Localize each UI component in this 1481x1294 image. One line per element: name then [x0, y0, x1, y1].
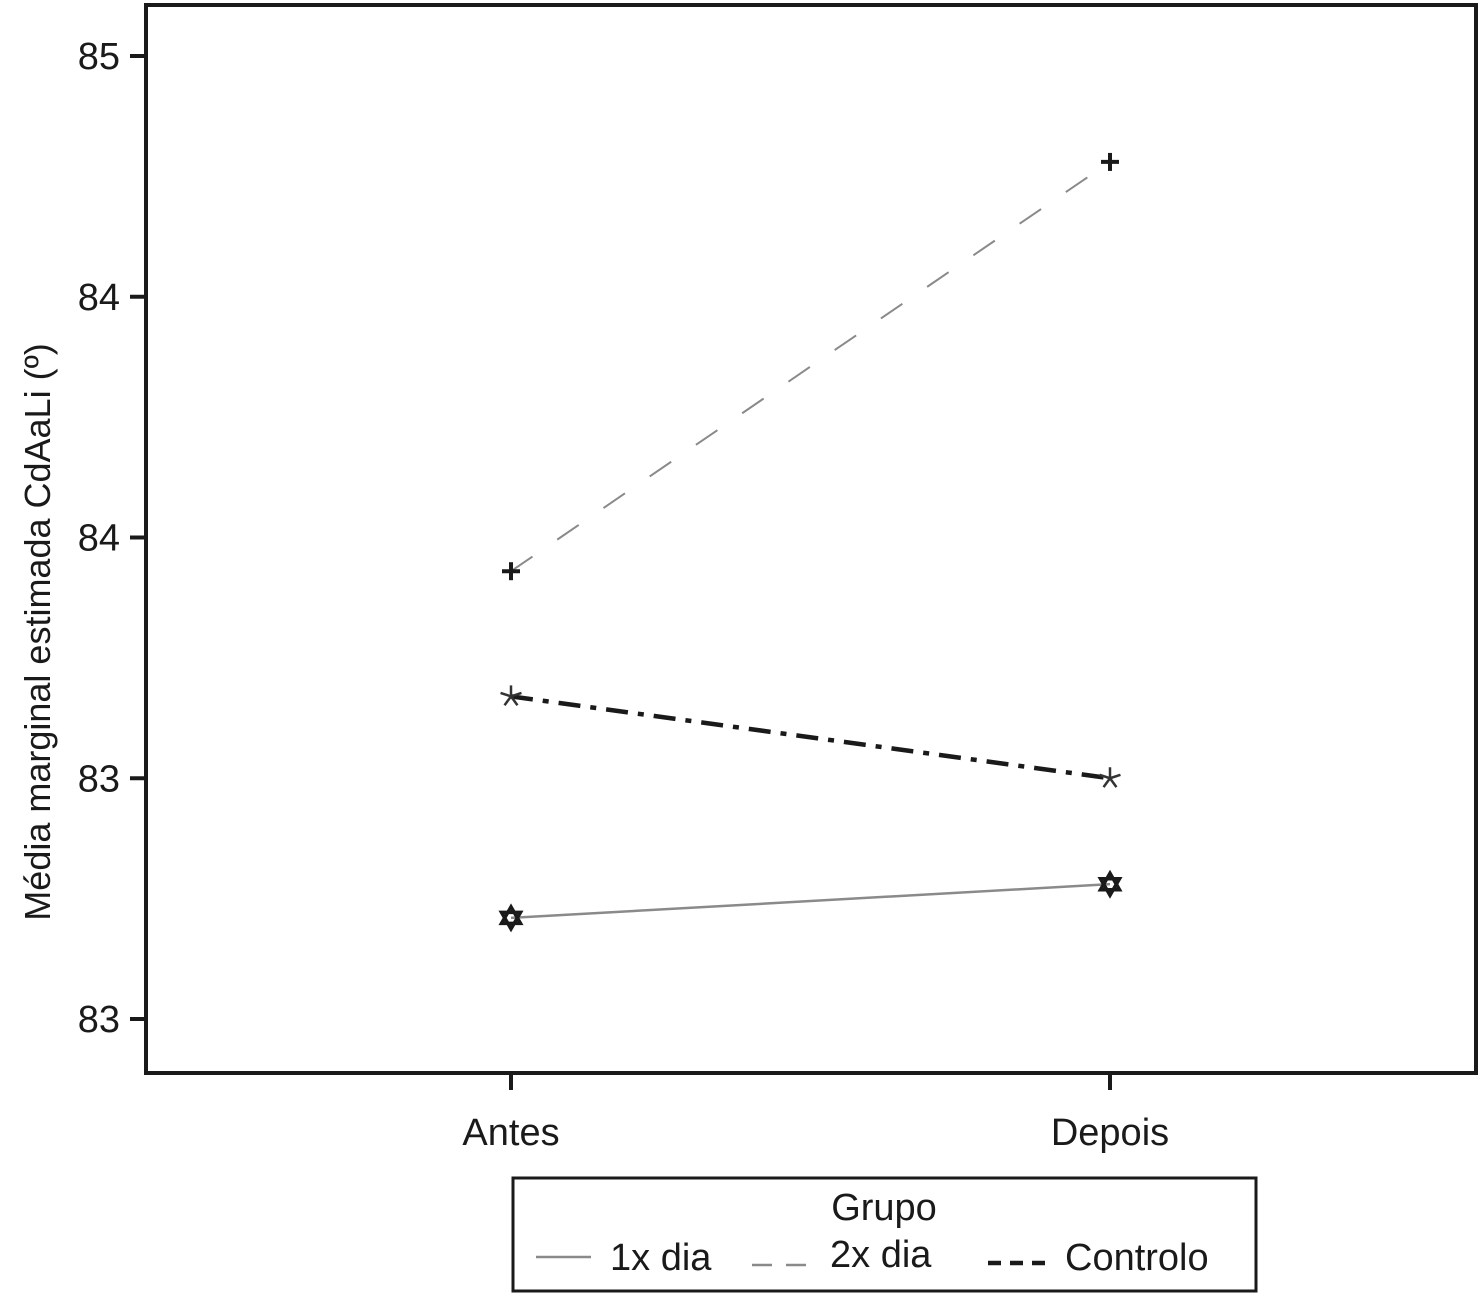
- series-2x-dia: [502, 152, 1119, 581]
- legend-frame: [511, 1176, 1258, 1293]
- y-tick-label: 84: [78, 518, 120, 560]
- y-tick-label: 84: [78, 277, 120, 319]
- x-axis: Antes Depois: [462, 1073, 1169, 1154]
- series-controlo: [500, 685, 1121, 788]
- legend: Grupo 1x dia 2x dia Controlo: [511, 1176, 1258, 1293]
- legend-title: Grupo: [831, 1187, 937, 1229]
- series-layer: [498, 152, 1123, 933]
- legend-label-2x-dia: 2x dia: [830, 1234, 932, 1276]
- data-point-controlo: [1099, 767, 1121, 788]
- series-line-1x-dia: [510, 882, 1111, 920]
- data-point-1x-dia: [498, 903, 524, 933]
- x-tick-label: Depois: [1051, 1112, 1169, 1154]
- y-tick-label: 83: [78, 758, 120, 800]
- series-line-controlo: [510, 694, 1111, 781]
- y-tick-label: 83: [78, 999, 120, 1041]
- x-tick-label: Antes: [462, 1112, 559, 1154]
- y-axis: 83 83 84 84 85: [78, 36, 146, 1041]
- data-point-1x-dia: [1097, 869, 1123, 899]
- legend-label-1x-dia: 1x dia: [610, 1237, 712, 1279]
- series-line-2x-dia: [510, 161, 1111, 573]
- y-tick-label: 85: [78, 36, 120, 78]
- data-point-2x-dia: [1101, 152, 1119, 171]
- data-point-controlo: [500, 685, 522, 707]
- legend-label-controlo: Controlo: [1065, 1237, 1209, 1279]
- data-point-2x-dia: [502, 562, 520, 581]
- plot-frame: [144, 3, 1478, 1075]
- series-1x-dia: [498, 869, 1123, 933]
- y-axis-title: Média marginal estimada CdAaLi (º): [17, 343, 58, 920]
